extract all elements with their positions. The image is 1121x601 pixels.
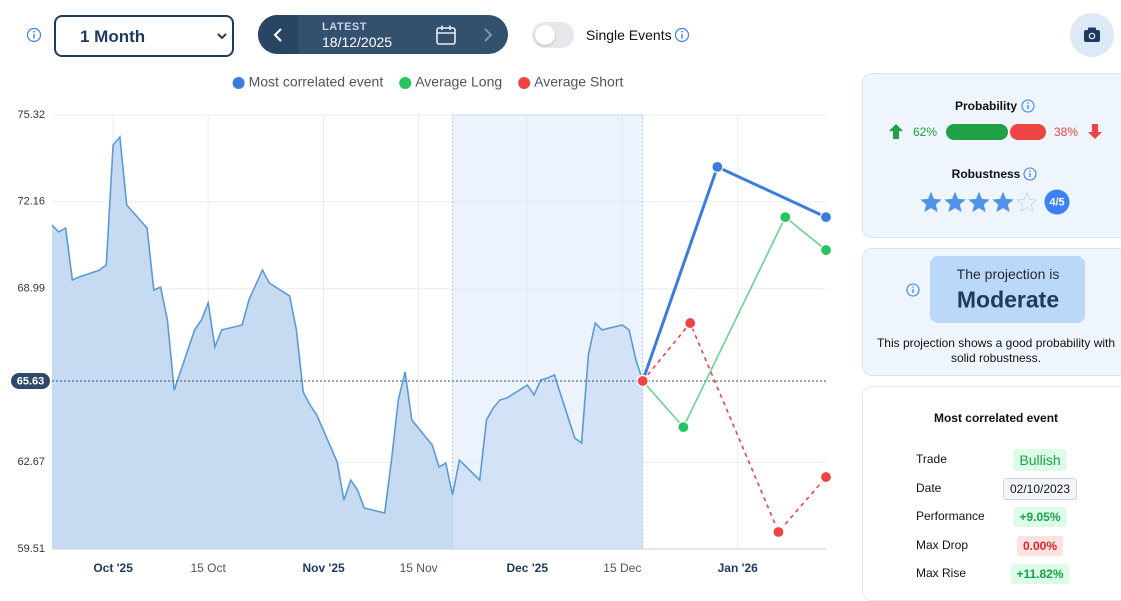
row-value: 0.00%: [1016, 535, 1064, 556]
projection-point: [779, 211, 792, 224]
star-filled: [992, 191, 1014, 213]
projection-heading: The projection is: [956, 266, 1060, 282]
info-icon[interactable]: [26, 27, 42, 43]
x-tick-label: 15 Dec: [603, 561, 641, 575]
projection-box: [930, 256, 1085, 323]
x-tick-label: Oct '25: [93, 561, 133, 575]
info-icon[interactable]: [1020, 98, 1036, 114]
y-tick-label: 75.32: [17, 109, 45, 121]
y-tick-label: 62.67: [17, 456, 45, 468]
row-label: Max Drop: [916, 537, 969, 552]
star-filled: [944, 191, 966, 213]
date-navigator: LATEST 18/12/2025: [258, 15, 508, 54]
next-button[interactable]: [482, 27, 494, 43]
period-value: 1 Month: [80, 27, 146, 46]
projection-point: [819, 470, 833, 484]
projection-rating: Moderate: [956, 286, 1060, 313]
chevron: [217, 33, 227, 40]
legend-label: Average Short: [534, 74, 623, 90]
latest-date: 18/12/2025: [322, 34, 393, 50]
info-icon[interactable]: [905, 282, 921, 298]
single-events-label: Single Events: [586, 27, 672, 43]
event-title: Most correlated event: [933, 411, 1059, 425]
projection-point: [636, 374, 649, 388]
projection-description: This projection shows a good probability…: [876, 336, 1116, 365]
row-value: +9.05%: [1013, 507, 1067, 527]
y-tick-label: 68.99: [17, 283, 45, 295]
short-probability: 38%: [1053, 125, 1079, 139]
single-events-toggle[interactable]: [532, 22, 574, 48]
x-tick-label: Nov '25: [302, 561, 345, 575]
projection-point: [819, 211, 833, 224]
row-label: Max Rise: [916, 566, 967, 580]
robustness-label: 4/5: [1049, 196, 1064, 208]
info-icon[interactable]: [1022, 166, 1038, 182]
row-label: Trade: [916, 452, 947, 466]
arrow-down: [1088, 124, 1102, 139]
prev-button[interactable]: [258, 15, 298, 54]
chart: Oct '25 15 Oct Nov '25 15 Nov Dec '25 15 Dec J…: [11, 74, 833, 575]
calendar-button[interactable]: [435, 24, 457, 46]
legend-marker: [399, 77, 412, 89]
robustness-badge: [1044, 189, 1070, 215]
robustness-title: Robustness: [951, 167, 1021, 181]
short-bar: [1010, 124, 1046, 140]
legend-label: Average Long: [415, 74, 502, 90]
current-value-badge: [11, 373, 50, 389]
price-line: [51, 135, 644, 514]
current-value-label: 65.63: [17, 375, 45, 387]
x-tick-label: 15 Nov: [400, 561, 438, 575]
highlight-range: [452, 114, 644, 550]
projection-point: [684, 316, 697, 330]
row-value: Bullish: [1013, 449, 1067, 471]
x-tick-label: Dec '25: [506, 561, 548, 575]
projection-line: [642, 215, 827, 429]
toggle-knob: [535, 25, 555, 45]
row-value: 02/10/2023: [1002, 477, 1078, 500]
projection-point: [772, 525, 785, 539]
y-tick-label: 59.51: [17, 543, 45, 555]
robustness-stars: 4/5: [920, 189, 1070, 215]
star-filled: [968, 191, 990, 213]
row-value: +11.82%: [1010, 564, 1070, 584]
probability-card: [862, 73, 1121, 238]
projection-line: [642, 321, 827, 534]
latest-label: LATEST: [322, 21, 367, 33]
long-bar: [946, 124, 1008, 140]
legend-label: Most correlated event: [249, 74, 384, 90]
y-tick-label: 72.16: [17, 196, 45, 208]
arrow-up: [889, 124, 903, 139]
legend-marker: [232, 77, 245, 89]
long-probability: 62%: [912, 125, 938, 139]
star-empty: [1016, 191, 1038, 213]
probability-bar: [946, 124, 1046, 140]
projection-point: [819, 243, 833, 257]
screenshot-button[interactable]: [1070, 13, 1114, 57]
projection-line: [641, 164, 827, 382]
projection-point: [711, 160, 724, 173]
projection-point: [677, 421, 690, 434]
info-icon[interactable]: [674, 27, 690, 43]
probability-title: Probability: [954, 99, 1018, 113]
arrow-left: [273, 28, 282, 42]
star-filled: [920, 191, 942, 213]
x-tick-label: 15 Oct: [190, 561, 226, 575]
row-label: Performance: [916, 509, 985, 523]
event-card: [862, 386, 1121, 601]
x-tick-label: Jan '26: [718, 561, 759, 575]
row-label: Date: [916, 480, 942, 495]
period-select[interactable]: 1 Month: [54, 15, 234, 57]
legend-marker: [518, 77, 531, 89]
